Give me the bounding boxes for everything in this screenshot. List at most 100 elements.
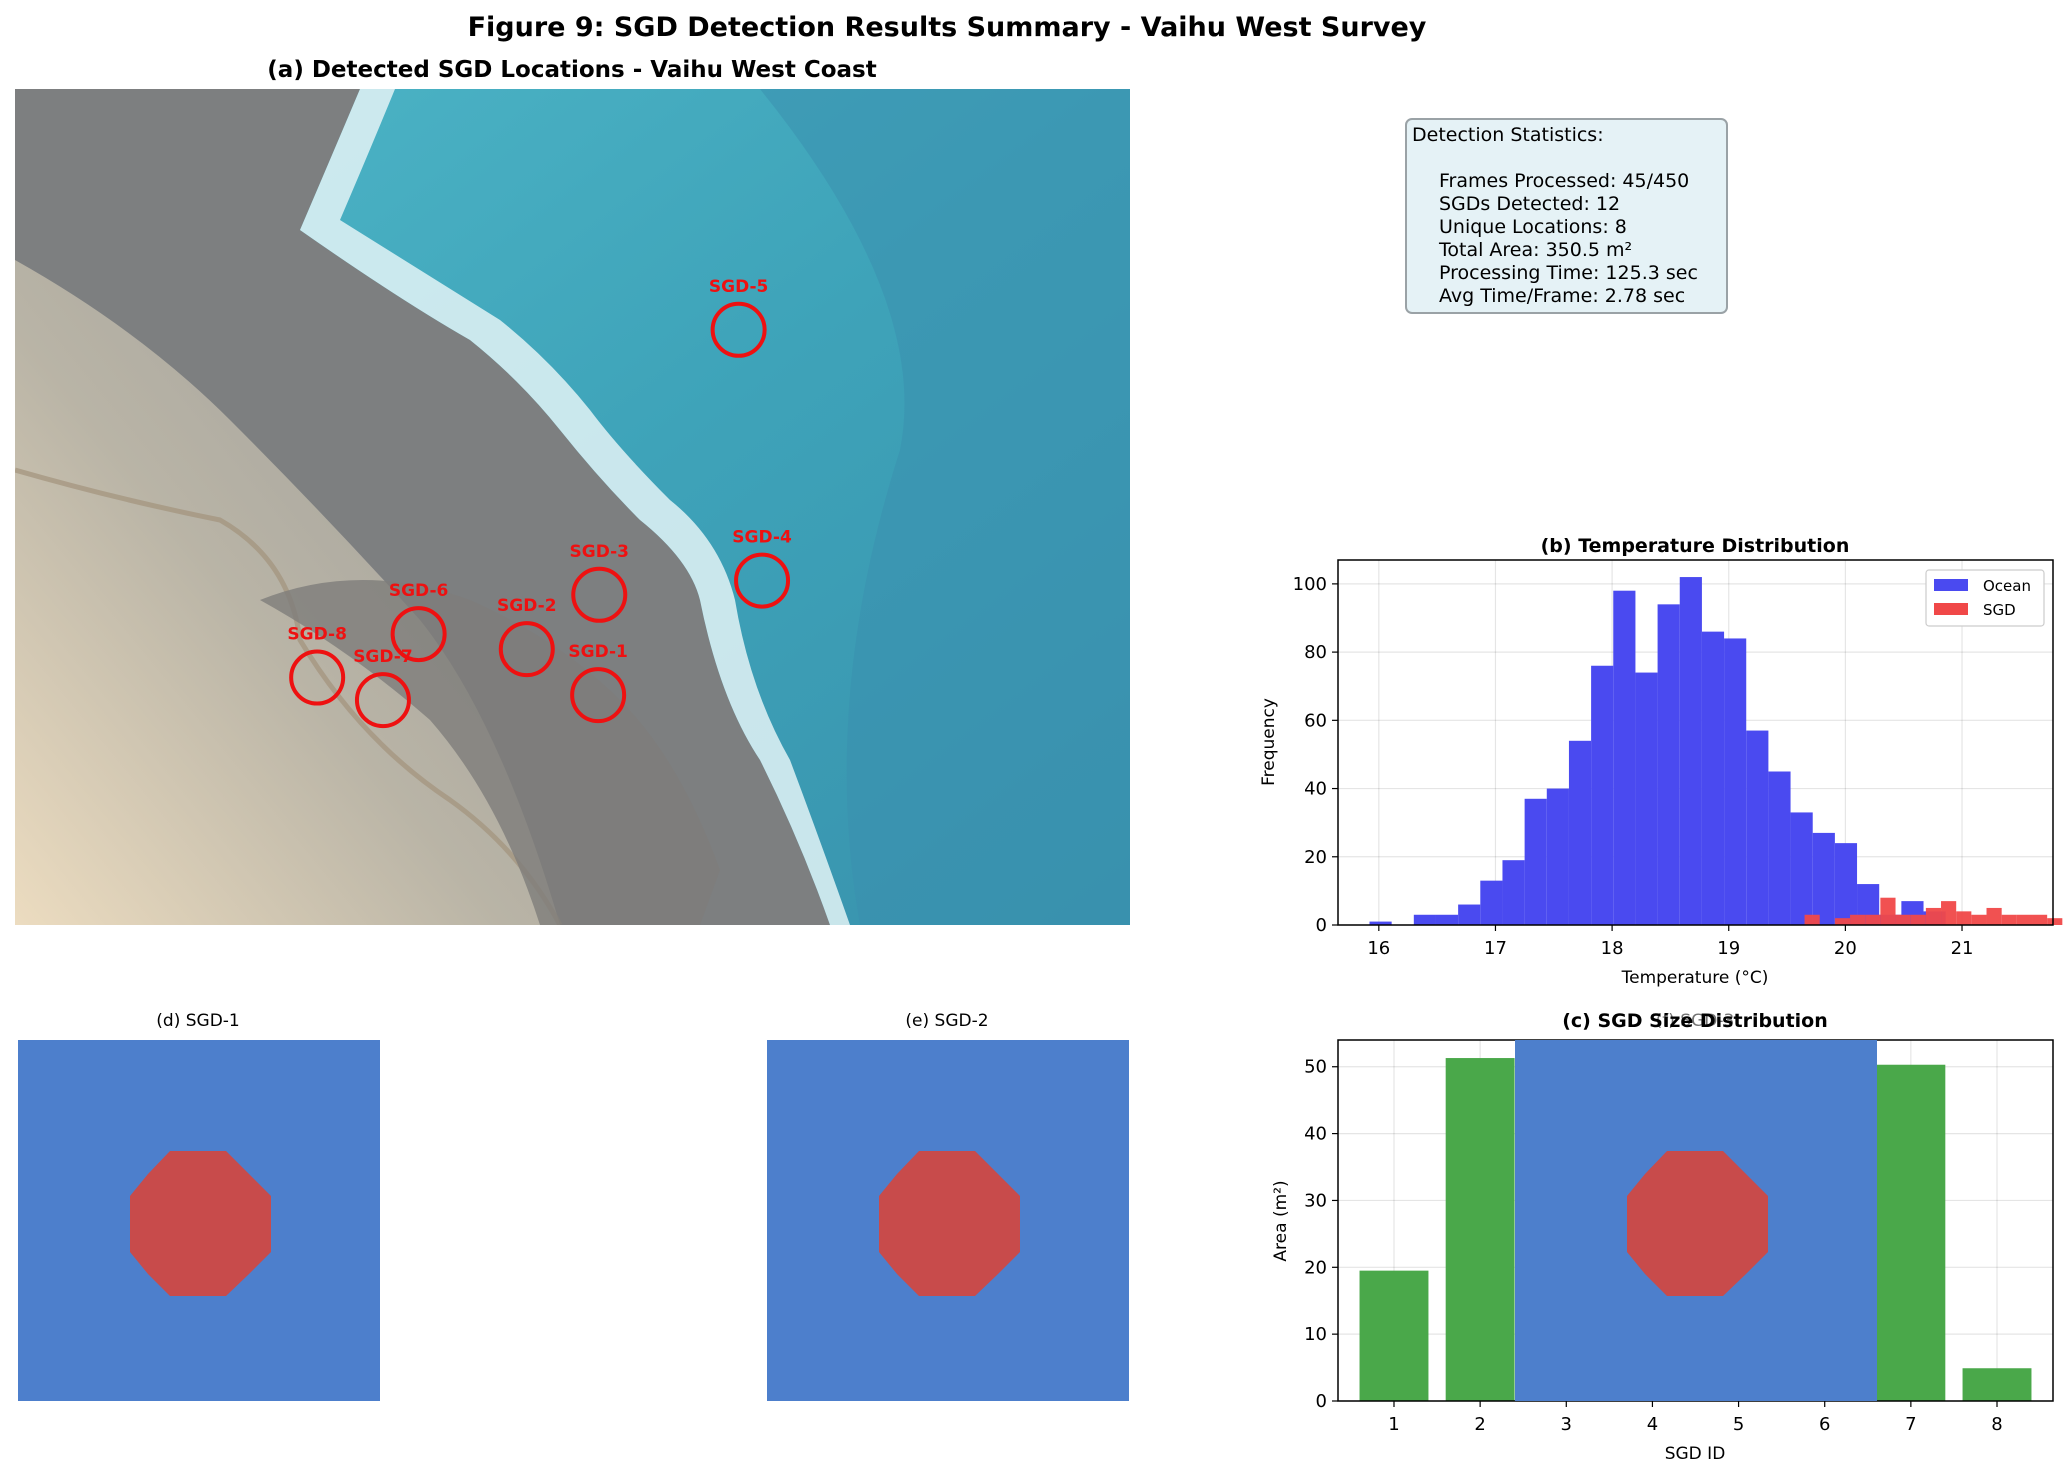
thumbnail-sgd-2: (e) SGD-2 [767, 1011, 1129, 1401]
ocean-bar [1413, 914, 1436, 925]
sgd-bar [1850, 914, 1866, 925]
histogram-y-ticks: 0 20 40 60 80 100 [1293, 574, 1338, 936]
ocean-bar [1790, 812, 1813, 925]
sgd-bar [1971, 914, 1987, 925]
sgd-bar [1895, 914, 1911, 925]
size-xlabel: SGD ID [1665, 1444, 1726, 1464]
sgd-marker-label: SGD-3 [570, 542, 630, 562]
map-title: (a) Detected SGD Locations - Vaihu West … [267, 57, 876, 83]
x-tick-label: 6 [1819, 1414, 1830, 1435]
stats-line: SGDs Detected: 12 [1439, 193, 1620, 215]
x-tick-label: 20 [1834, 938, 1857, 959]
map-deep-water [760, 89, 1130, 925]
size-bar [1445, 1058, 1515, 1401]
sgd-marker-circle [289, 649, 346, 706]
sgd-marker-label: SGD-5 [709, 277, 769, 297]
y-tick-label: 60 [1304, 710, 1327, 731]
sgd-marker-circle [571, 566, 628, 623]
legend-swatch-sgd [1934, 603, 1968, 615]
y-tick-label: 20 [1304, 1257, 1327, 1278]
sgd-marker-circle [354, 672, 411, 729]
sgd-markers: SGD-1 SGD-2 SGD-3 SGD-4 SGD-5 SGD-6 SGD-7 SGD-8 [287, 277, 792, 729]
x-tick-label: 3 [1561, 1414, 1572, 1435]
x-tick-label: 8 [1991, 1414, 2002, 1435]
sgd-bar [1925, 907, 1942, 925]
legend-label-sgd: SGD [1983, 601, 2016, 619]
ocean-bar [1812, 832, 1835, 925]
ocean-bar [1435, 914, 1459, 925]
y-tick-label: 50 [1304, 1057, 1327, 1078]
histogram-legend: Ocean SGD [1925, 569, 2045, 627]
sgd-marker-circle [570, 667, 627, 724]
sgd-bar [1956, 911, 1972, 925]
ocean-bar [1568, 740, 1592, 925]
sgd-bar [1941, 901, 1957, 925]
x-tick-label: 21 [1951, 938, 1974, 959]
x-tick-label: 7 [1905, 1414, 1916, 1435]
size-bar [1962, 1368, 2032, 1401]
y-tick-label: 0 [1316, 1391, 1327, 1412]
histogram-x-ticks: 16 17 18 19 20 21 [1367, 925, 1973, 959]
figure-title: Figure 9: SGD Detection Results Summary … [468, 12, 1427, 43]
temperature-histogram: (b) Temperature Distribution 16 17 18 19 20 2… [1259, 535, 2063, 988]
map-track [15, 467, 563, 925]
legend-label-ocean: Ocean [1983, 577, 2031, 595]
y-tick-label: 0 [1316, 915, 1327, 936]
sgd-bar [1834, 918, 1851, 925]
size-bar [1359, 1270, 1429, 1401]
thumbnail-title: (e) SGD-2 [905, 1011, 988, 1031]
sgd-marker-label: SGD-1 [568, 642, 628, 662]
stats-line: Frames Processed: 45/450 [1439, 170, 1689, 192]
y-tick-label: 40 [1304, 1124, 1327, 1145]
map-rock-field [260, 580, 720, 925]
thumbnail-blob [1627, 1151, 1768, 1296]
sgd-bar [1910, 914, 1926, 925]
ocean-bar [1724, 638, 1747, 925]
stats-heading: Detection Statistics: [1412, 124, 1604, 146]
ocean-bar [1480, 880, 1503, 925]
sgd-marker-circle [390, 606, 447, 663]
size-title: (c) SGD Size Distribution [1562, 1010, 1828, 1032]
sgd-marker-circle [710, 301, 767, 358]
size-x-ticks: 1 2 3 4 5 6 7 8 [1388, 1401, 2003, 1435]
size-bars [1359, 1058, 2032, 1401]
ocean-bar [1701, 631, 1725, 925]
sgd-bar [2032, 914, 2048, 925]
sgd-bar [1865, 914, 1881, 925]
x-tick-label: 2 [1474, 1414, 1485, 1435]
x-tick-label: 19 [1717, 938, 1740, 959]
ocean-bar [1834, 843, 1858, 925]
ocean-bar [1458, 904, 1481, 925]
ocean-bar [1746, 730, 1769, 925]
histogram-ylabel: Frequency [1259, 698, 1279, 786]
thumbnail-blob [879, 1151, 1020, 1296]
sgd-bar [2016, 914, 2033, 925]
legend-swatch-ocean [1934, 579, 1968, 591]
sgd-marker-circle [734, 552, 791, 609]
sgd-marker-circle [498, 621, 555, 678]
histogram-xlabel: Temperature (°C) [1621, 968, 1769, 988]
ocean-bar [1679, 577, 1702, 925]
ocean-bar [1591, 665, 1614, 925]
ocean-bar [1657, 604, 1680, 925]
map-surf [300, 89, 850, 925]
x-tick-label: 4 [1647, 1414, 1658, 1435]
sgd-bar [2047, 918, 2063, 925]
y-tick-label: 80 [1304, 642, 1327, 663]
thumbnail-sgd-1: (d) SGD-1 [18, 1011, 380, 1401]
sgd-marker-label: SGD-4 [732, 528, 792, 548]
stats-box: Detection Statistics: Frames Processed: … [1405, 118, 1728, 314]
aerial-map [15, 89, 1130, 925]
ocean-bar [1524, 798, 1547, 925]
stats-line: Processing Time: 125.3 sec [1439, 262, 1698, 284]
thumbnail-title: (d) SGD-1 [156, 1011, 239, 1031]
histogram-bars [1369, 577, 2063, 925]
y-tick-label: 10 [1304, 1324, 1327, 1345]
ocean-bar [1613, 590, 1636, 925]
ocean-bar [1546, 788, 1569, 925]
histogram-frame [1337, 559, 2054, 926]
size-bar [1876, 1064, 1946, 1401]
stats-line: Total Area: 350.5 m² [1438, 239, 1632, 261]
ocean-bar [1369, 921, 1392, 925]
